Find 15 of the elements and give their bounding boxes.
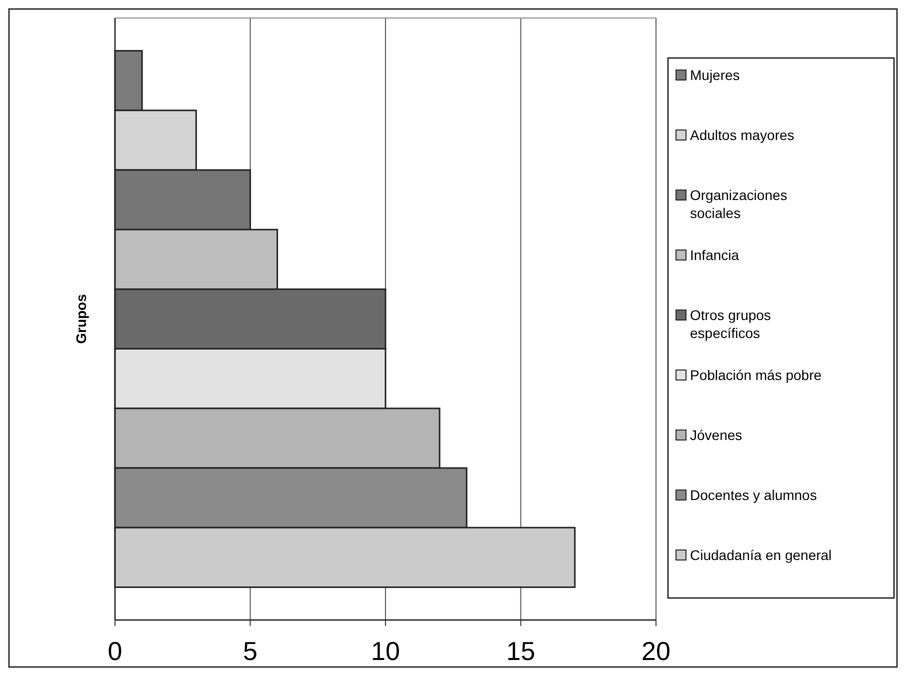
legend-label: Adultos mayores [690, 127, 794, 143]
legend-label: Otros grupos específicos [690, 307, 771, 341]
x-tick-label: 5 [243, 636, 258, 666]
x-tick-label: 0 [108, 636, 122, 666]
legend-label: Infancia [690, 247, 740, 263]
x-tick-label: 10 [371, 636, 400, 666]
legend-label: Ciudadanía en general [690, 547, 832, 563]
legend-label: Población más pobre [690, 367, 822, 383]
legend-label: Organizaciones sociales [690, 187, 788, 221]
legend-label: Mujeres [690, 67, 740, 83]
x-tick-label: 20 [642, 636, 670, 666]
legend-label: Jóvenes [690, 427, 742, 443]
y-axis-title: Grupos [73, 294, 89, 344]
legend-label: Docentes y alumnos [690, 487, 817, 503]
x-tick-label: 15 [506, 636, 536, 666]
